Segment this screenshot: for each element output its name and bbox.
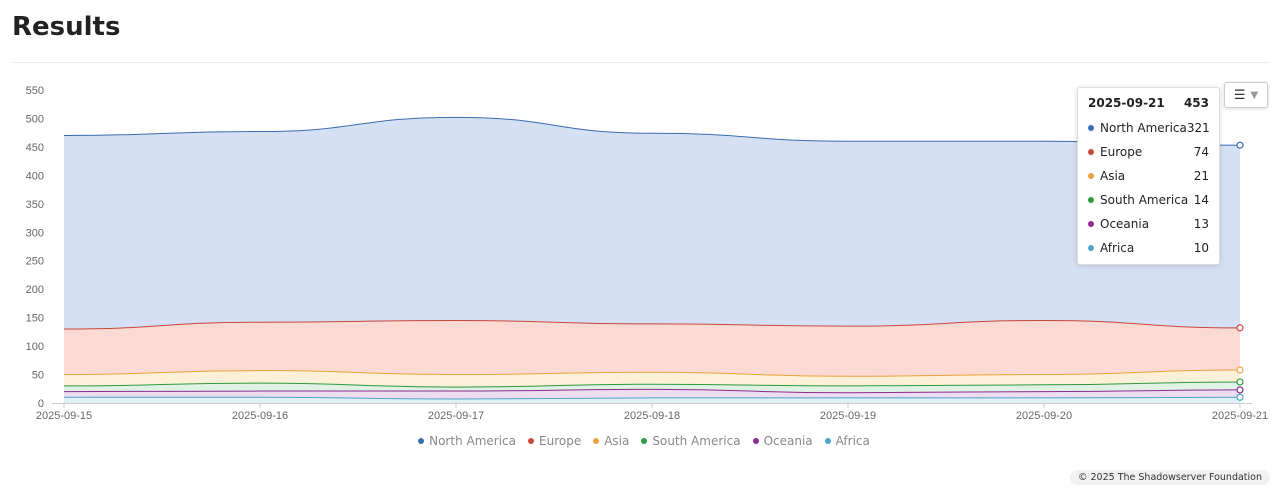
area-asia [64, 369, 1240, 388]
series-dot-icon [1088, 221, 1094, 227]
tooltip-row-south-america: South America 14 [1088, 188, 1209, 212]
x-tick-label: 2025-09-19 [820, 410, 876, 422]
legend-label: North America [429, 434, 516, 448]
series-dot-icon [1088, 125, 1094, 131]
tooltip-row-asia: Asia 21 [1088, 164, 1209, 188]
tooltip-header: 2025-09-21 453 [1088, 96, 1209, 110]
x-tick-label: 2025-09-16 [232, 410, 288, 422]
chart-legend: North America Europe Asia South America Ocea… [0, 434, 1288, 448]
legend-item-africa[interactable]: Africa [824, 434, 870, 448]
y-tick-label: 400 [26, 170, 44, 182]
series-dot-icon [1088, 245, 1094, 251]
legend-dot-icon [593, 438, 600, 444]
legend-dot-icon [418, 438, 425, 444]
area-europe [64, 320, 1240, 377]
legend-label: Asia [604, 434, 630, 448]
tooltip-series-name: South America [1100, 193, 1189, 207]
marker-asia [1236, 366, 1244, 374]
x-tick-label: 2025-09-21 [1212, 410, 1268, 422]
line-south-america [63, 381, 1241, 388]
marker-europe [1236, 324, 1244, 332]
legend-item-europe[interactable]: Europe [528, 434, 581, 448]
marker-africa [1236, 393, 1244, 401]
legend-dot-icon [824, 438, 831, 444]
area-north-america [64, 117, 1240, 330]
tooltip-row-europe: Europe 74 [1088, 140, 1209, 164]
stacked-area-chart: 0 50 100 150 200 250 300 350 400 450 500 550 2025-0… [26, 85, 1269, 422]
series-dot-icon [1088, 173, 1094, 179]
y-tick-label: 250 [26, 256, 44, 268]
legend-dot-icon [641, 438, 648, 444]
tooltip-series-name: Oceania [1100, 217, 1150, 231]
x-tick-label: 2025-09-18 [624, 410, 680, 422]
x-tick-label: 2025-09-15 [36, 410, 92, 422]
marker-south-america [1236, 378, 1244, 386]
line-europe [63, 319, 1241, 330]
marker-north-america [1236, 141, 1244, 149]
legend-label: Europe [539, 434, 582, 448]
line-africa [63, 396, 1241, 400]
y-tick-label: 350 [26, 199, 44, 211]
page-title: Results [12, 12, 121, 42]
legend-item-oceania[interactable]: Oceania [752, 434, 813, 448]
x-axis-ticks: 2025-09-15 2025-09-16 2025-09-17 2025-09-18… [36, 403, 1268, 422]
tooltip-series-value: 321 [1186, 121, 1210, 135]
legend-label: Oceania [763, 434, 813, 448]
tooltip-series-name: Europe [1100, 145, 1143, 159]
tooltip-series-value: 21 [1193, 169, 1209, 183]
y-tick-label: 300 [26, 227, 44, 239]
chevron-down-icon: ▼ [1250, 89, 1259, 101]
y-tick-label: 100 [26, 341, 44, 353]
tooltip-row-north-america: North America 321 [1088, 116, 1210, 140]
copyright-badge: © 2025 The Shadowserver Foundation [1069, 470, 1270, 485]
y-tick-label: 550 [26, 85, 44, 97]
x-tick-label: 2025-09-20 [1016, 410, 1072, 422]
y-tick-label: 200 [26, 284, 44, 296]
legend-item-north-america[interactable]: North America [418, 434, 516, 448]
tooltip-date: 2025-09-21 [1088, 96, 1165, 110]
area-south-america [64, 381, 1240, 393]
tooltip-row-oceania: Oceania 13 [1088, 212, 1209, 236]
y-tick-label: 0 [38, 398, 44, 410]
tooltip-series-value: 10 [1193, 241, 1209, 255]
marker-oceania [1236, 386, 1244, 394]
area-oceania [64, 389, 1240, 400]
line-asia [63, 369, 1241, 377]
legend-label: South America [652, 434, 741, 448]
hamburger-icon: ☰ [1233, 87, 1246, 103]
title-divider [12, 62, 1270, 63]
chart-markers [1236, 141, 1244, 401]
tooltip-series-value: 74 [1193, 145, 1209, 159]
legend-dot-icon [528, 438, 534, 444]
area-africa [64, 397, 1240, 403]
legend-dot-icon [752, 438, 759, 444]
legend-item-asia[interactable]: Asia [593, 434, 629, 448]
series-dot-icon [1088, 197, 1094, 203]
tooltip-series-name: Asia [1100, 169, 1126, 183]
x-tick-label: 2025-09-17 [428, 410, 484, 422]
legend-label: Africa [835, 434, 870, 448]
chart-menu-button[interactable]: ☰ ▼ [1224, 82, 1268, 108]
y-tick-label: 500 [26, 113, 44, 125]
tooltip-total: 453 [1183, 96, 1209, 110]
chart-lines [63, 116, 1241, 400]
series-dot-icon [1088, 149, 1094, 155]
tooltip-row-africa: Africa 10 [1088, 236, 1209, 260]
y-axis-ticks: 0 50 100 150 200 250 300 350 400 450 500 550 [26, 85, 44, 410]
line-oceania [63, 388, 1241, 394]
chart-tooltip: 2025-09-21 453 North America 321 Europe 74 A… [1077, 87, 1220, 265]
legend-item-south-america[interactable]: South America [641, 434, 741, 448]
tooltip-series-value: 13 [1193, 217, 1209, 231]
y-tick-label: 450 [26, 142, 44, 154]
y-tick-label: 50 [32, 370, 44, 382]
tooltip-series-name: Africa [1100, 241, 1135, 255]
y-tick-label: 150 [26, 313, 44, 325]
tooltip-series-value: 14 [1193, 193, 1209, 207]
chart-areas [64, 117, 1240, 403]
line-north-america [63, 116, 1241, 146]
tooltip-series-name: North America [1100, 121, 1187, 135]
